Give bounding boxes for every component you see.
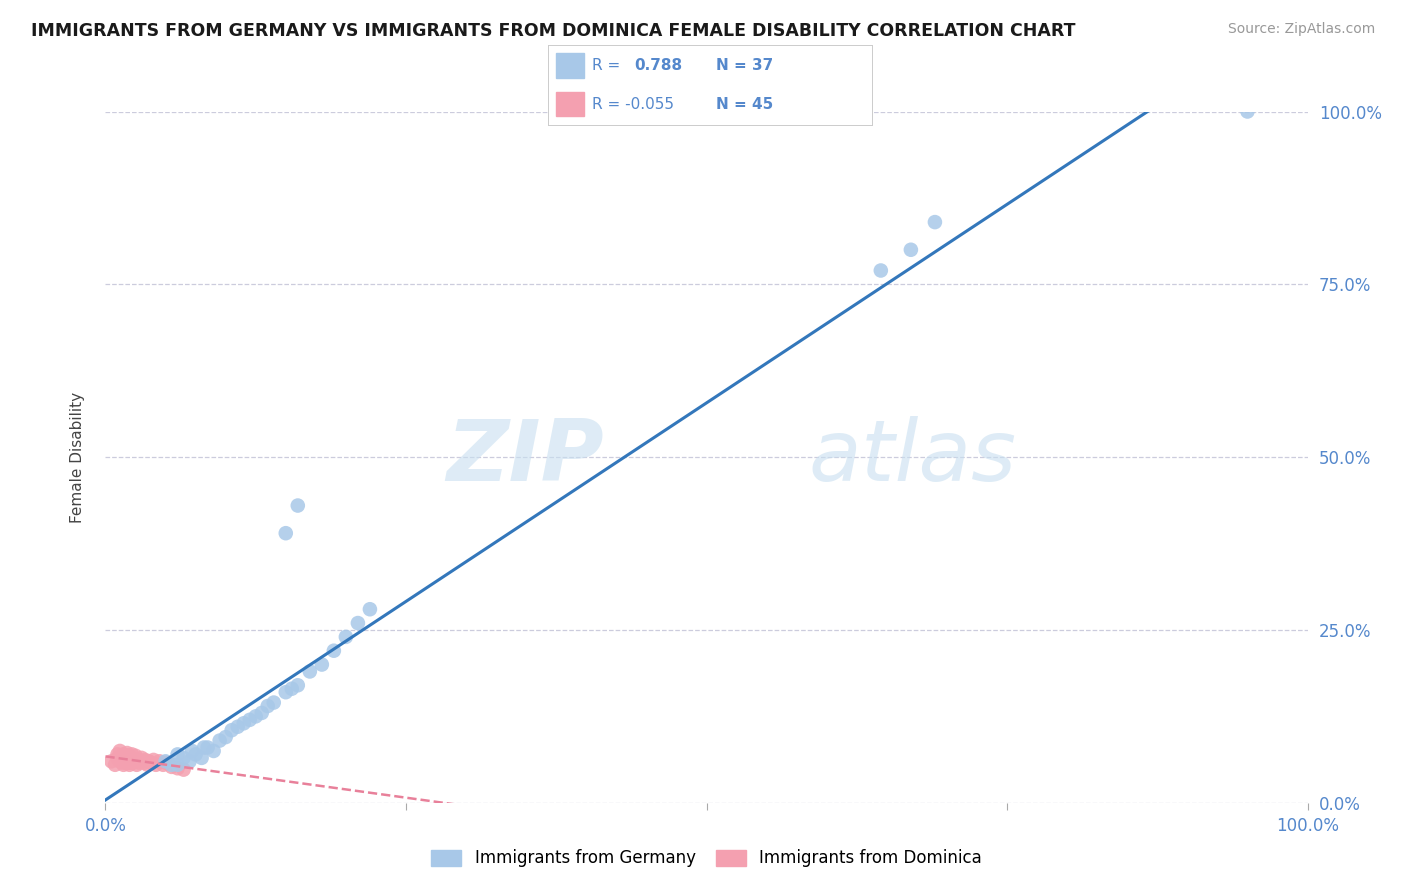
Point (226, 720, 249, 734)
Point (173, 751, 195, 765)
Point (124, 752, 146, 766)
Point (134, 753, 156, 767)
Point (127, 753, 149, 767)
Point (166, 757, 188, 772)
Point (115, 756, 138, 770)
Bar (557, 92, 583, 116)
Point (115, 746, 138, 760)
Point (108, 744, 131, 758)
Point (155, 756, 177, 770)
Point (190, 751, 212, 765)
Point (117, 755, 139, 769)
Point (173, 763, 195, 777)
Point (120, 756, 142, 770)
Point (160, 760, 183, 774)
Point (107, 747, 129, 762)
Point (256, 699, 278, 714)
Point (138, 755, 160, 769)
Point (121, 755, 143, 769)
Point (221, 723, 243, 738)
Point (100, 755, 122, 769)
Point (131, 755, 153, 769)
Point (136, 757, 159, 772)
Point (197, 740, 219, 755)
Point (121, 747, 143, 762)
Point (202, 744, 225, 758)
Point (131, 751, 153, 765)
Point (287, 678, 309, 692)
Point (322, 644, 344, 658)
Text: Source: ZipAtlas.com: Source: ZipAtlas.com (1227, 22, 1375, 37)
Point (128, 756, 150, 770)
Point (124, 748, 146, 763)
Point (108, 755, 131, 769)
Text: R =: R = (592, 58, 620, 73)
Text: 0.788: 0.788 (634, 58, 682, 73)
Point (184, 747, 207, 762)
Text: ZIP: ZIP (447, 416, 605, 499)
Point (263, 696, 285, 710)
Point (155, 755, 177, 769)
Text: atlas: atlas (808, 416, 1017, 499)
Point (245, 709, 267, 723)
Point (148, 755, 170, 769)
Point (1236, 104, 1258, 119)
Point (287, 499, 309, 513)
Point (274, 526, 297, 541)
Text: IMMIGRANTS FROM GERMANY VS IMMIGRANTS FROM DOMINICA FEMALE DISABILITY CORRELATIO: IMMIGRANTS FROM GERMANY VS IMMIGRANTS FR… (31, 22, 1076, 40)
Point (111, 756, 134, 770)
Point (900, 243, 922, 257)
Point (125, 757, 148, 772)
Text: N = 45: N = 45 (717, 96, 773, 112)
Point (924, 215, 946, 229)
Point (115, 748, 138, 763)
Point (132, 756, 155, 770)
Bar (557, 54, 583, 78)
Point (145, 757, 167, 772)
Point (139, 756, 162, 770)
Point (232, 716, 254, 731)
Text: N = 37: N = 37 (717, 58, 773, 73)
Point (118, 748, 141, 763)
Point (239, 713, 262, 727)
Point (114, 753, 136, 767)
Point (160, 757, 183, 772)
Point (112, 757, 135, 772)
Point (347, 615, 370, 630)
Legend: Immigrants from Germany, Immigrants from Dominica: Immigrants from Germany, Immigrants from… (425, 843, 988, 874)
Point (281, 681, 304, 696)
Point (166, 747, 188, 762)
Text: R = -0.055: R = -0.055 (592, 96, 673, 112)
Point (179, 755, 201, 769)
Point (335, 630, 357, 644)
Point (120, 751, 142, 765)
Point (181, 744, 204, 758)
Point (208, 733, 231, 747)
Point (142, 753, 165, 767)
Point (115, 751, 138, 765)
Point (869, 263, 891, 277)
Point (193, 740, 215, 755)
Point (152, 757, 174, 772)
Point (214, 730, 236, 744)
Point (118, 757, 141, 772)
Point (107, 751, 129, 765)
Point (250, 706, 273, 720)
Point (118, 753, 141, 767)
Point (298, 665, 321, 679)
Point (311, 657, 333, 672)
Point (122, 756, 145, 770)
Point (112, 747, 135, 762)
Point (112, 751, 135, 765)
Point (166, 761, 188, 775)
Point (274, 685, 297, 699)
Point (104, 757, 127, 772)
Point (359, 602, 381, 616)
Point (124, 755, 146, 769)
Y-axis label: Female Disability: Female Disability (70, 392, 84, 523)
